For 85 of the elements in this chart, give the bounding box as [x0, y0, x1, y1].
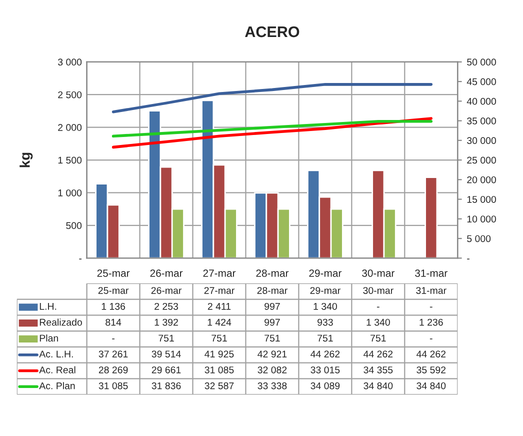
- data-label: 44 262: [310, 350, 340, 358]
- y-tick-label: 2 000: [58, 124, 82, 131]
- data-label: 42 921: [258, 350, 287, 358]
- line-series: [112, 83, 433, 114]
- text: -: [430, 306, 432, 308]
- legend-label: Plan: [40, 334, 58, 342]
- data-label: 1 236: [420, 318, 443, 326]
- data-label: 31 836: [152, 382, 181, 390]
- category-label: 30-mar: [363, 287, 394, 294]
- data-label: 37 261: [98, 350, 128, 358]
- y2-tick-label: 15 000: [467, 196, 496, 203]
- data-label: 29 661: [152, 366, 181, 374]
- data-label: 1 340: [366, 318, 390, 326]
- data-label: 28 269: [98, 366, 128, 374]
- legend-label: Ac. L.H.: [39, 350, 73, 358]
- y2-tick-label: 25 000: [467, 156, 496, 164]
- data-label: 751: [370, 334, 386, 342]
- category-label: 31-mar: [416, 287, 446, 294]
- category-label: 26-mar: [151, 287, 182, 294]
- data-label: 32 587: [204, 382, 234, 390]
- data-label: 33 338: [258, 382, 287, 390]
- data-label: 1 392: [154, 318, 178, 326]
- x-tick-label: 25-mar: [97, 270, 130, 277]
- text: -: [112, 338, 114, 340]
- data-label: 34 089: [310, 382, 340, 390]
- line-series: [112, 120, 433, 138]
- data-label: 751: [158, 334, 174, 342]
- legend-label: L.H.: [40, 303, 56, 310]
- data-label: 2 253: [154, 302, 178, 310]
- data-label: 34 840: [364, 382, 393, 390]
- category-label: 27-mar: [204, 287, 234, 294]
- x-tick-label: 29-mar: [309, 270, 342, 277]
- data-label: 35 592: [416, 366, 446, 374]
- x-tick-label: 26-mar: [150, 270, 183, 277]
- data-label: 2 411: [208, 302, 231, 310]
- y2-tick-label: 50 000: [467, 58, 496, 66]
- x-tick-label: 30-mar: [362, 270, 394, 277]
- y-tick-label: 500: [66, 222, 82, 230]
- category-label: 25-mar: [98, 287, 129, 294]
- data-label: 751: [212, 334, 227, 342]
- y-tick-label: 1 000: [58, 189, 82, 196]
- y2-tick-label: -: [467, 258, 470, 260]
- legend-label: Realizado: [40, 318, 82, 326]
- category-label: 28-mar: [257, 287, 288, 294]
- text: -: [376, 306, 380, 308]
- data-label: 44 262: [416, 350, 446, 358]
- category-label: 29-mar: [310, 287, 340, 294]
- y-axis-title: kg: [20, 152, 33, 168]
- y2-tick-label: 45 000: [466, 78, 496, 86]
- y-tick-label: 2 500: [58, 91, 82, 98]
- bar: [424, 176, 438, 258]
- data-label: 33 015: [310, 366, 340, 374]
- data-label: 933: [318, 318, 333, 326]
- data-label: 31 085: [98, 382, 128, 390]
- data-label: 34 840: [416, 382, 446, 390]
- text: -: [430, 338, 432, 340]
- x-tick-label: 31-mar: [415, 270, 448, 277]
- data-label: 39 514: [152, 350, 181, 358]
- y2-tick-label: 35 000: [467, 118, 496, 124]
- data-label: 1 424: [208, 318, 232, 326]
- data-label: 997: [264, 302, 280, 310]
- data-label: 44 262: [364, 350, 393, 358]
- data-label: 814: [106, 318, 122, 326]
- data-label: 31 085: [204, 366, 234, 374]
- data-label: 997: [264, 318, 280, 326]
- data-label: 1 340: [314, 302, 337, 310]
- data-label: 41 925: [204, 350, 234, 358]
- y-tick-label: 1 500: [58, 156, 82, 164]
- legend-label: Ac. Plan: [39, 382, 75, 390]
- y-tick-label: 3 000: [58, 58, 82, 66]
- data-label: 32 082: [258, 366, 287, 374]
- data-label: 1 136: [102, 302, 126, 310]
- data-label: 751: [264, 334, 280, 342]
- y2-tick-label: 20 000: [467, 176, 496, 184]
- y2-tick-label: 10 000: [467, 216, 496, 222]
- y2-tick-label: 5 000: [467, 235, 491, 242]
- data-label: 34 355: [364, 366, 393, 374]
- y2-tick-label: 30 000: [467, 137, 496, 144]
- x-tick-label: 28-mar: [256, 270, 289, 277]
- data-label: 751: [318, 334, 333, 342]
- legend-label: Ac. Real: [39, 366, 76, 374]
- chart-title: ACERO: [245, 26, 300, 38]
- x-tick-label: 27-mar: [203, 270, 236, 277]
- y2-tick-label: 40 000: [466, 98, 496, 105]
- y-tick-label: -: [79, 258, 82, 260]
